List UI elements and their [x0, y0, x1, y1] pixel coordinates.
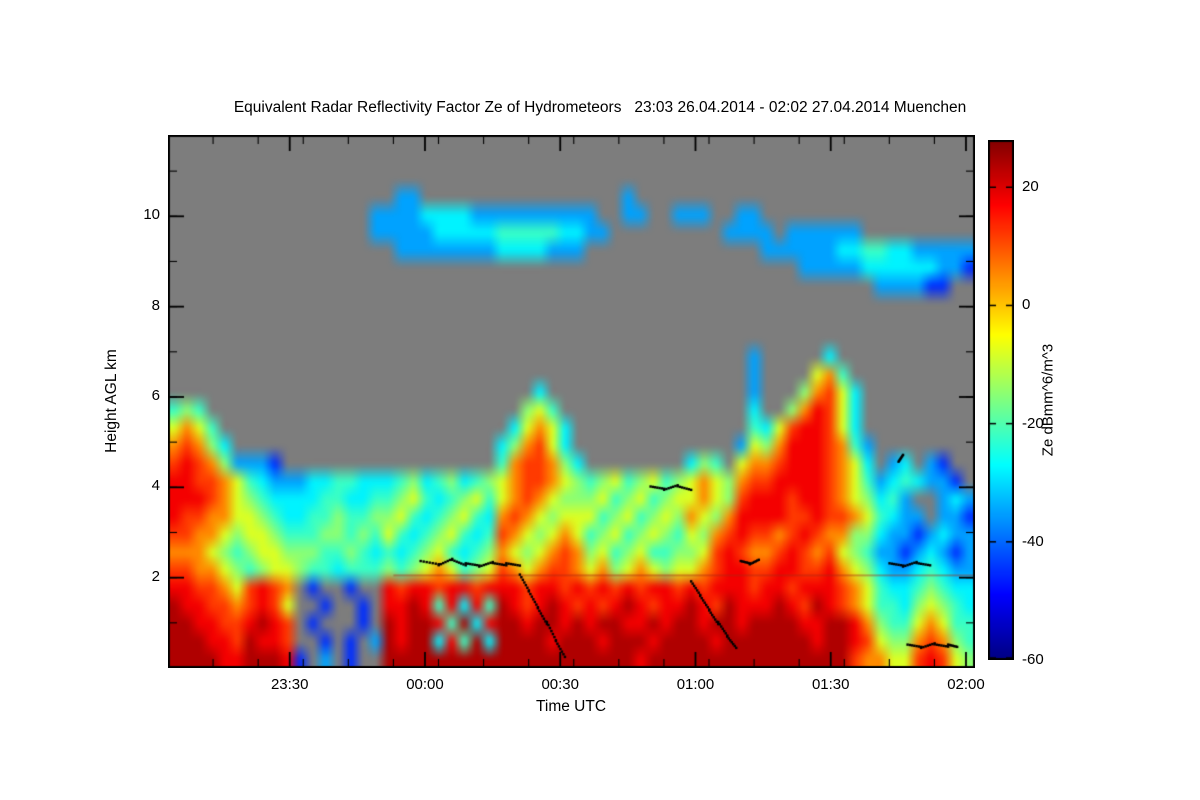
x-axis-label: Time UTC	[535, 698, 607, 715]
x-tick-label: 23:30	[270, 676, 309, 693]
reflectivity-heatmap	[168, 135, 975, 668]
chart-title: Equivalent Radar Reflectivity Factor Ze …	[233, 99, 967, 116]
colorbar-tick-label: 20	[1022, 178, 1039, 196]
colorbar-tick-label: 0	[1022, 296, 1031, 314]
colorbar	[988, 140, 1014, 660]
colorbar-tick-label: -60	[1022, 651, 1044, 668]
colorbar-tick-label: -20	[1022, 414, 1044, 432]
x-tick-label: 00:00	[406, 676, 444, 693]
colorbar-label: Ze dBmm^6/m^3	[1039, 343, 1057, 457]
colorbar-tick-label: -40	[1022, 532, 1044, 550]
x-tick-label: 02:00	[947, 676, 985, 693]
y-tick-label: 6	[151, 386, 160, 404]
y-tick-label: 10	[143, 206, 160, 224]
y-tick-label: 4	[151, 477, 160, 495]
y-tick-label: 8	[151, 296, 160, 314]
x-tick-label: 01:30	[811, 676, 850, 693]
x-tick-label: 00:30	[541, 676, 579, 693]
x-tick-label: 01:00	[676, 676, 715, 693]
y-tick-label: 2	[151, 567, 160, 585]
